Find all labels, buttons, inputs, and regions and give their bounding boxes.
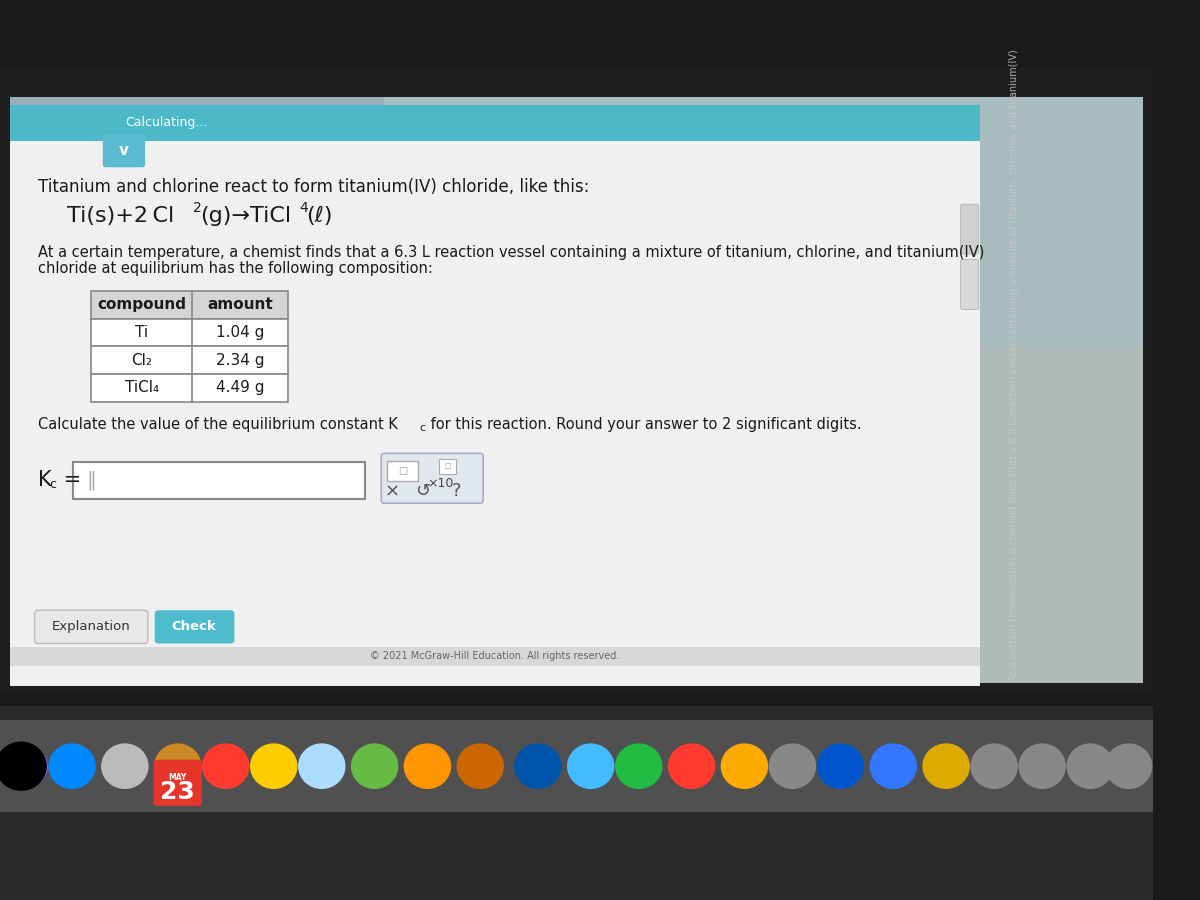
- Text: Ti(s)+2 Cl: Ti(s)+2 Cl: [67, 206, 174, 226]
- Text: ×: ×: [384, 482, 400, 500]
- Text: c: c: [49, 478, 56, 491]
- Circle shape: [404, 744, 450, 788]
- Polygon shape: [461, 97, 1144, 683]
- Text: Check: Check: [172, 620, 216, 634]
- Text: Titanium and chlorine react to form titanium(IV) chloride, like this:: Titanium and chlorine react to form tita…: [38, 178, 589, 196]
- Text: At a certain temperature, a chemist finds that a 6.3 L reaction vessel containin: At a certain temperature, a chemist find…: [38, 245, 985, 260]
- Text: 4.49 g: 4.49 g: [216, 381, 264, 395]
- Text: At a certain temperature, a chemist finds that a 6.3 L reaction vessel containin: At a certain temperature, a chemist find…: [1008, 49, 1019, 680]
- FancyBboxPatch shape: [91, 374, 288, 401]
- Circle shape: [352, 744, 397, 788]
- Circle shape: [721, 744, 768, 788]
- Circle shape: [817, 744, 864, 788]
- FancyBboxPatch shape: [439, 459, 456, 473]
- FancyBboxPatch shape: [0, 720, 1153, 813]
- Text: 2: 2: [193, 201, 202, 214]
- FancyBboxPatch shape: [382, 454, 484, 503]
- Text: © 2021 McGraw-Hill Education. All rights reserved.: © 2021 McGraw-Hill Education. All rights…: [370, 652, 619, 662]
- Polygon shape: [10, 647, 979, 666]
- Text: chloride at equilibrium has the following composition:: chloride at equilibrium has the followin…: [38, 261, 433, 276]
- Circle shape: [102, 744, 148, 788]
- Polygon shape: [10, 97, 461, 683]
- Text: Ti: Ti: [136, 325, 149, 340]
- Polygon shape: [0, 679, 1153, 706]
- Circle shape: [155, 744, 200, 788]
- Text: K: K: [38, 470, 52, 490]
- Text: ↺: ↺: [415, 482, 430, 500]
- Text: 1.04 g: 1.04 g: [216, 325, 264, 340]
- Text: MAY: MAY: [168, 773, 187, 782]
- Text: v: v: [119, 143, 128, 158]
- Text: for this reaction. Round your answer to 2 significant digits.: for this reaction. Round your answer to …: [426, 418, 862, 432]
- Polygon shape: [10, 97, 1144, 346]
- FancyBboxPatch shape: [35, 610, 148, 644]
- Text: TiCl₄: TiCl₄: [125, 381, 158, 395]
- FancyBboxPatch shape: [91, 291, 288, 319]
- Circle shape: [568, 744, 613, 788]
- FancyBboxPatch shape: [91, 319, 288, 346]
- Circle shape: [616, 744, 661, 788]
- Circle shape: [49, 744, 95, 788]
- FancyBboxPatch shape: [73, 462, 365, 499]
- FancyBboxPatch shape: [154, 760, 202, 806]
- Text: c: c: [420, 423, 426, 434]
- Circle shape: [971, 744, 1018, 788]
- Text: □: □: [398, 466, 407, 476]
- Text: Cl₂: Cl₂: [131, 353, 152, 368]
- Circle shape: [0, 742, 46, 790]
- Text: Calculate the value of the equilibrium constant K: Calculate the value of the equilibrium c…: [38, 418, 398, 432]
- Text: □: □: [444, 464, 451, 469]
- Text: amount: amount: [208, 297, 274, 312]
- FancyBboxPatch shape: [960, 204, 979, 254]
- Polygon shape: [10, 104, 979, 141]
- Circle shape: [1019, 744, 1066, 788]
- Circle shape: [1105, 744, 1152, 788]
- Polygon shape: [0, 697, 1153, 900]
- FancyBboxPatch shape: [388, 461, 418, 481]
- Circle shape: [515, 744, 560, 788]
- FancyBboxPatch shape: [960, 259, 979, 310]
- Text: ×10: ×10: [427, 477, 454, 490]
- Polygon shape: [384, 97, 1144, 346]
- Circle shape: [870, 744, 917, 788]
- Text: 2.34 g: 2.34 g: [216, 353, 264, 368]
- Text: =: =: [56, 470, 88, 490]
- Polygon shape: [0, 69, 1153, 692]
- Circle shape: [203, 744, 248, 788]
- FancyBboxPatch shape: [155, 610, 234, 644]
- Circle shape: [923, 744, 970, 788]
- Text: Calculating...: Calculating...: [125, 116, 208, 130]
- Polygon shape: [10, 328, 192, 683]
- Circle shape: [299, 744, 344, 788]
- Circle shape: [1067, 744, 1114, 788]
- Text: compound: compound: [97, 297, 186, 312]
- Text: 4: 4: [300, 201, 308, 214]
- Circle shape: [457, 744, 503, 788]
- Text: 23: 23: [161, 780, 196, 804]
- Circle shape: [769, 744, 816, 788]
- Circle shape: [1, 744, 47, 788]
- Polygon shape: [10, 104, 979, 686]
- Text: ‖: ‖: [86, 471, 96, 490]
- FancyBboxPatch shape: [91, 346, 288, 374]
- Text: (ℓ): (ℓ): [306, 206, 332, 226]
- Text: ?: ?: [451, 482, 461, 500]
- Circle shape: [668, 744, 715, 788]
- Text: Explanation: Explanation: [52, 620, 131, 634]
- FancyBboxPatch shape: [103, 134, 145, 167]
- Circle shape: [251, 744, 296, 788]
- Text: (g)→TiCl: (g)→TiCl: [199, 206, 290, 226]
